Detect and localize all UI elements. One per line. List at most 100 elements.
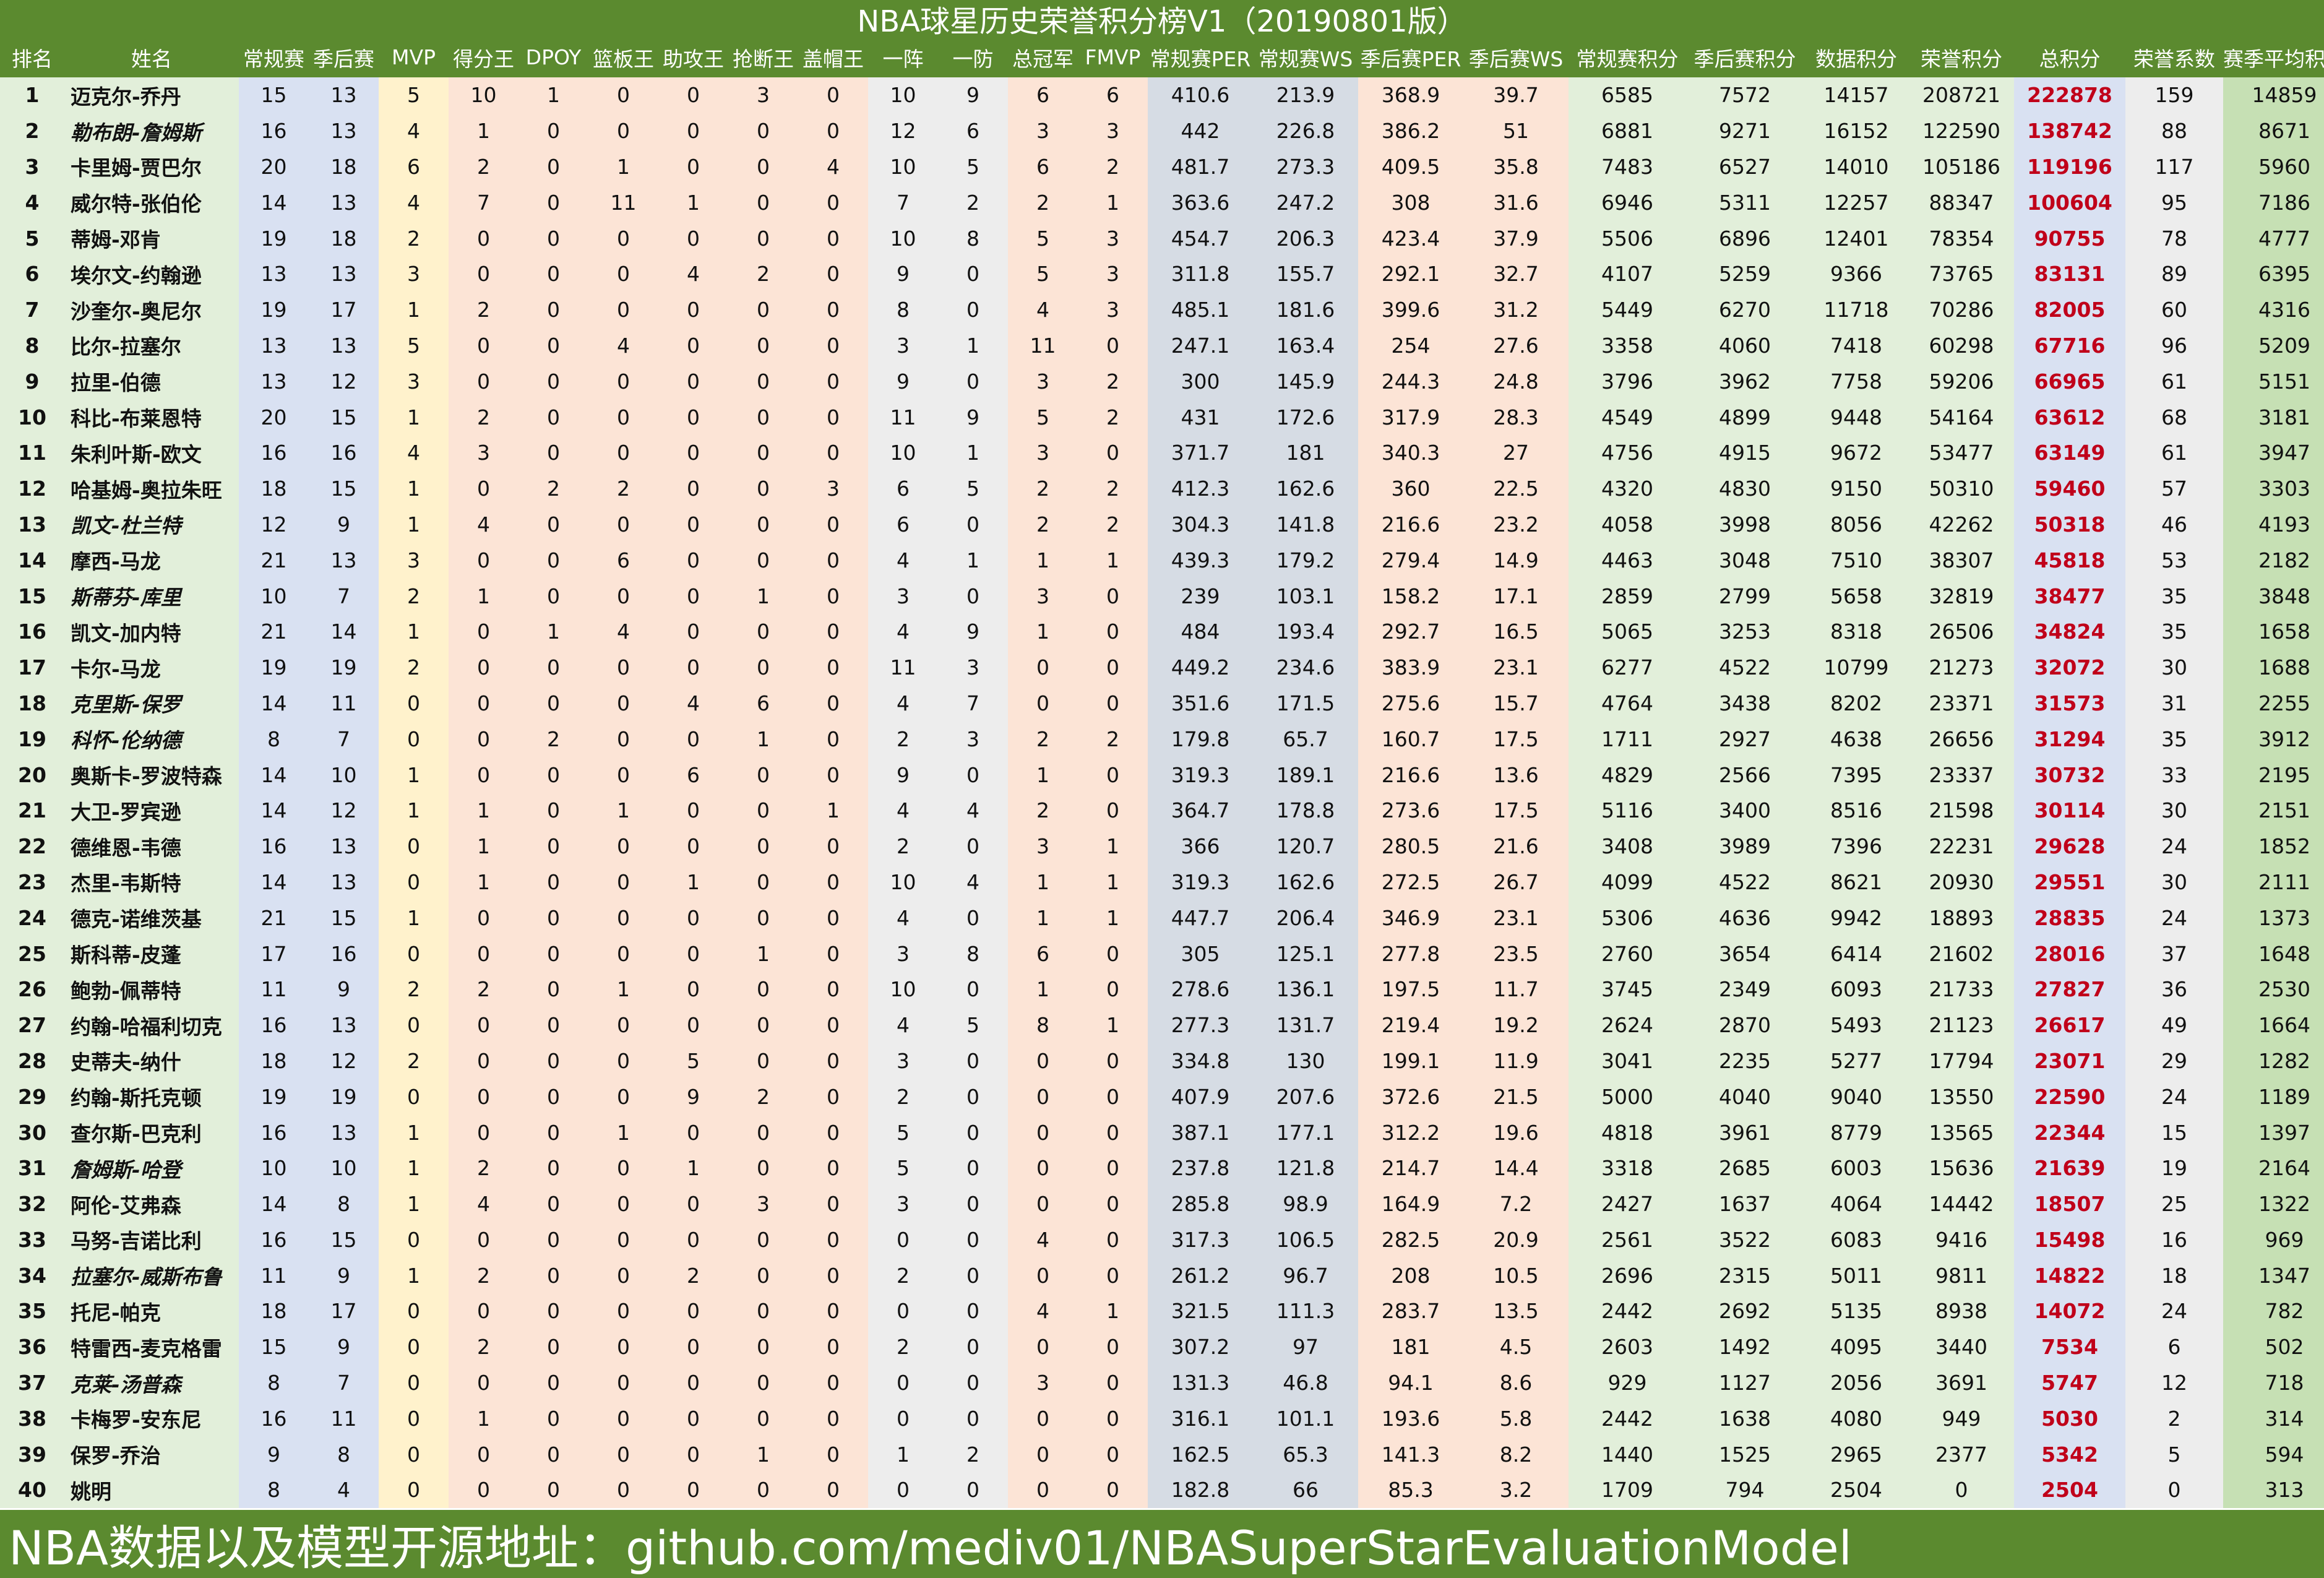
rank-cell: 30	[0, 1115, 64, 1150]
table-cell: 280.5	[1358, 828, 1463, 864]
player-name-cell: 保罗-乔治	[64, 1436, 239, 1473]
table-cell: 3912	[2223, 721, 2324, 757]
table-cell: 32819	[1909, 578, 2014, 614]
table-cell: 3	[868, 1043, 938, 1079]
table-cell: 6	[379, 149, 449, 185]
table-cell: 13565	[1909, 1115, 2014, 1150]
table-row: 3 卡里姆-贾巴尔 20 18 6 2 0 1 0 0 4 10 5 6 2 481.7 273.3 409.5 3…	[0, 149, 2324, 185]
table-body: 1 迈克尔-乔丹 15 13 5 10 1 0 0 3 0 10 9 6 6 410.6 213.9 368.9 3…	[0, 77, 2324, 1508]
table-cell: 8	[938, 936, 1008, 972]
table-cell: 0	[938, 828, 1008, 864]
table-cell: 5209	[2223, 327, 2324, 364]
table-cell: 3	[1078, 291, 1148, 328]
table-cell: 0	[519, 327, 588, 364]
table-cell: 311.8	[1148, 256, 1253, 292]
table-cell: 0	[658, 1293, 728, 1329]
table-cell: 0	[1078, 1186, 1148, 1222]
table-cell: 0	[519, 1186, 588, 1222]
table-cell: 31	[2125, 685, 2223, 722]
table-cell: 17794	[1909, 1043, 2014, 1079]
table-cell: 59206	[1909, 363, 2014, 400]
table-cell: 0	[728, 434, 798, 471]
player-name-cell: 马努-吉诺比利	[64, 1222, 239, 1258]
table-cell: 213.9	[1253, 77, 1358, 113]
table-cell: 7186	[2223, 184, 2324, 221]
table-cell: 364.7	[1148, 792, 1253, 829]
rank-cell: 40	[0, 1472, 64, 1508]
player-name-cell: 斯蒂芬-库里	[64, 578, 239, 614]
table-cell: 14	[239, 864, 309, 900]
table-cell: 1	[658, 864, 728, 900]
table-cell: 0	[798, 685, 868, 722]
table-cell: 4320	[1569, 470, 1686, 507]
table-cell: 208721	[1909, 77, 2014, 113]
table-cell: 10	[868, 220, 938, 256]
table-cell: 14.4	[1463, 1150, 1569, 1186]
table-cell: 5259	[1686, 256, 1804, 292]
table-cell: 0	[728, 971, 798, 1007]
table-cell: 0	[798, 864, 868, 900]
table-cell: 5	[379, 77, 449, 113]
table-cell: 0	[2125, 1472, 2223, 1508]
table-cell: 0	[519, 1257, 588, 1294]
table-cell: 31.6	[1463, 184, 1569, 221]
table-cell: 13.5	[1463, 1293, 1569, 1329]
table-cell: 0	[798, 936, 868, 972]
table-cell: 1282	[2223, 1043, 2324, 1079]
table-cell: 3.2	[1463, 1472, 1569, 1508]
table-cell: 0	[1078, 1365, 1148, 1401]
total-score-cell: 34824	[2014, 613, 2125, 650]
table-cell: 8056	[1804, 506, 1909, 543]
table-cell: 1	[379, 1150, 449, 1186]
table-row: 40 姚明 8 4 0 0 0 0 0 0 0 0 0 0 0 182.8 66 85.3 3.2 1709 794 25…	[0, 1472, 2324, 1508]
table-cell: 10799	[1804, 649, 1909, 686]
table-cell: 6093	[1804, 971, 1909, 1007]
table-cell: 5	[2125, 1436, 2223, 1473]
total-score-cell: 15498	[2014, 1222, 2125, 1258]
table-cell: 17	[309, 291, 379, 328]
table-cell: 282.5	[1358, 1222, 1463, 1258]
table-cell: 73765	[1909, 256, 2014, 292]
table-cell: 0	[588, 399, 658, 435]
column-header: 常规赛积分	[1569, 37, 1686, 77]
table-cell: 19.6	[1463, 1115, 1569, 1150]
table-cell: 929	[1569, 1365, 1686, 1401]
table-cell: 0	[1078, 1400, 1148, 1437]
table-cell: 11	[1008, 327, 1078, 364]
table-cell: 66	[1253, 1472, 1358, 1508]
table-cell: 155.7	[1253, 256, 1358, 292]
total-score-cell: 119196	[2014, 149, 2125, 185]
table-cell: 88347	[1909, 184, 2014, 221]
table-cell: 0	[868, 1222, 938, 1258]
table-cell: 193.4	[1253, 613, 1358, 650]
table-cell: 0	[588, 77, 658, 113]
table-cell: 0	[728, 506, 798, 543]
table-cell: 24.8	[1463, 363, 1569, 400]
table-cell: 1	[379, 900, 449, 936]
table-cell: 28.3	[1463, 399, 1569, 435]
table-cell: 0	[588, 1079, 658, 1115]
table-cell: 9942	[1804, 900, 1909, 936]
table-cell: 22.5	[1463, 470, 1569, 507]
table-cell: 21.6	[1463, 828, 1569, 864]
table-cell: 0	[519, 936, 588, 972]
table-cell: 0	[798, 434, 868, 471]
table-cell: 0	[728, 149, 798, 185]
table-cell: 0	[938, 971, 1008, 1007]
table-cell: 2504	[1804, 1472, 1909, 1508]
table-cell: 0	[588, 1436, 658, 1473]
table-cell: 4	[449, 1186, 519, 1222]
table-cell: 1	[938, 434, 1008, 471]
player-name-cell: 凯文-加内特	[64, 613, 239, 650]
table-cell: 0	[449, 1436, 519, 1473]
table-cell: 8	[1008, 1007, 1078, 1043]
table-cell: 1	[449, 1400, 519, 1437]
table-cell: 162.5	[1148, 1436, 1253, 1473]
table-cell: 0	[728, 1222, 798, 1258]
table-cell: 0	[449, 1472, 519, 1508]
table-cell: 1	[379, 1257, 449, 1294]
table-cell: 0	[588, 1329, 658, 1365]
table-cell: 1	[588, 792, 658, 829]
table-cell: 3961	[1686, 1115, 1804, 1150]
table-cell: 782	[2223, 1293, 2324, 1329]
